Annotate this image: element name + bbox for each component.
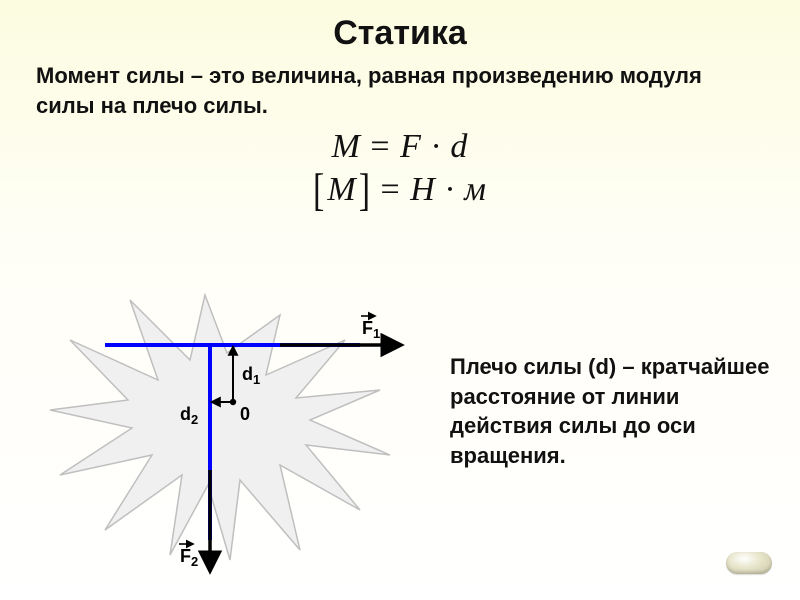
formula2-lhs: M: [325, 169, 358, 212]
svg-text:F1: F1: [362, 318, 380, 341]
formula-units: [M] = Н · м: [0, 169, 800, 212]
formula1-lhs: M: [332, 128, 361, 165]
formula1-rhs: F · d: [400, 128, 468, 165]
lever-diagram: F1F2d1d20: [30, 280, 430, 580]
formula2-rhs: Н · м: [410, 171, 487, 208]
starburst-shape: [50, 295, 390, 560]
label-f2: F2: [179, 544, 198, 569]
svg-text:0: 0: [240, 404, 250, 424]
definition-text: Момент силы – это величина, равная произ…: [0, 53, 800, 120]
label-f1: F1: [361, 316, 380, 341]
arm-definition-text: Плечо силы (d) – кратчайшее расстояние о…: [450, 352, 770, 471]
formula-block: M = F · d [M] = Н · м: [0, 126, 800, 211]
next-slide-button[interactable]: [726, 552, 772, 574]
page-title: Статика: [0, 0, 800, 53]
pivot-point: [230, 399, 236, 405]
svg-text:F2: F2: [180, 546, 198, 569]
label-pivot: 0: [240, 404, 250, 424]
formula-moment: M = F · d: [0, 126, 800, 169]
